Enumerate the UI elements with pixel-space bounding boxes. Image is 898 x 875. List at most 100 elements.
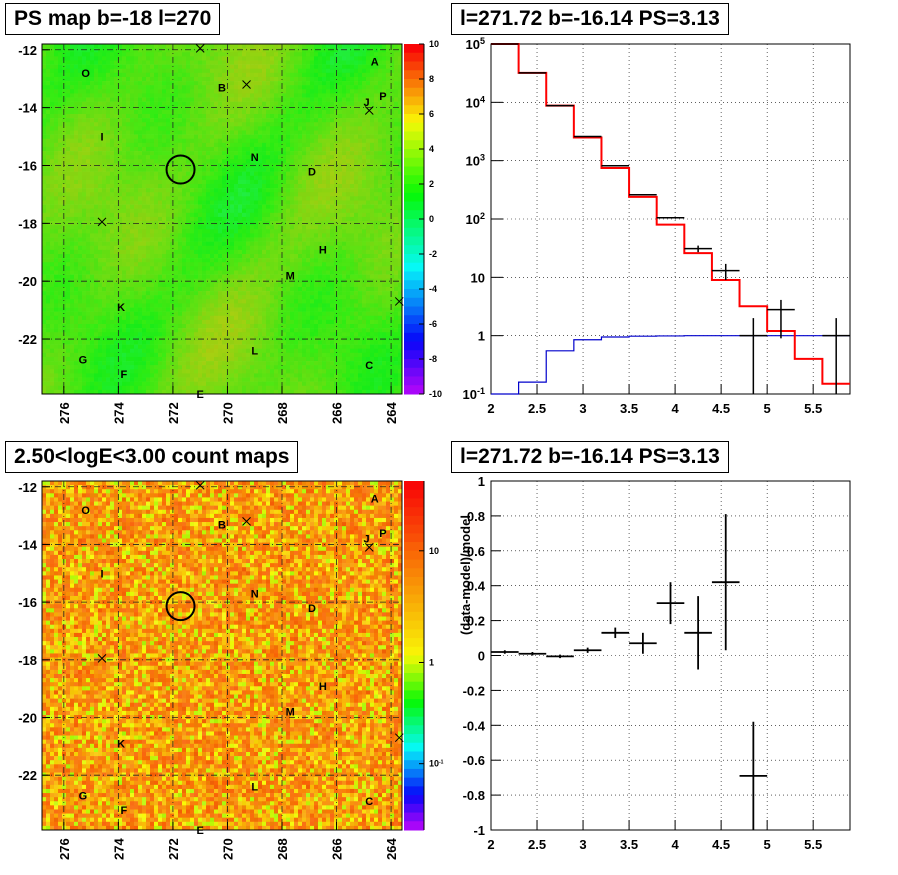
map-cell [302,89,307,94]
map-cell [118,60,123,65]
map-cell [342,60,347,65]
map-cell [318,192,323,197]
map-cell [162,229,167,234]
map-cell [338,163,343,168]
map-cell [146,212,151,218]
map-cell [398,258,403,263]
map-cell [310,52,315,57]
map-cell [306,146,311,152]
map-cell [78,105,83,111]
map-cell [210,237,215,242]
map-cell [86,122,91,127]
map-cell [222,76,227,82]
map-cell [170,81,175,86]
map-cell [234,204,239,210]
map-cell [386,56,391,61]
map-cell [278,130,283,135]
map-cell [126,56,131,61]
map-cell [390,262,395,267]
map-cell [42,254,47,259]
map-cell [214,270,219,275]
map-cell [118,237,123,242]
map-cell [322,81,327,86]
map-cell [286,241,291,247]
map-cell [182,68,187,74]
map-cell [366,225,371,230]
map-cell [262,142,267,148]
map-cell [226,241,231,247]
map-cell [282,60,287,65]
map-cell [302,151,307,156]
map-cell [246,68,251,74]
map-cell [66,134,71,140]
map-cell [58,81,63,86]
map-cell [98,101,103,107]
map-cell [90,216,95,222]
map-cell [90,254,95,259]
map-cell [398,216,403,222]
map-cell [398,159,403,164]
map-cell [242,262,247,267]
map-cell [246,114,251,119]
map-cell [346,163,351,168]
map-cell [310,237,315,242]
map-cell [202,204,207,210]
map-cell [322,245,327,251]
map-cell [222,196,227,201]
map-cell [270,229,275,234]
map-cell [354,179,359,185]
map-cell [358,200,363,205]
map-cell [46,44,51,49]
map-cell [370,126,375,131]
map-cell [110,134,115,140]
map-cell [270,192,275,197]
map-cell [382,171,387,177]
map-cell [346,81,351,86]
map-cell [194,81,199,86]
map-cell [258,266,263,271]
map-cell [42,122,47,127]
map-cell [398,146,403,152]
map-cell [326,208,331,214]
map-cell [86,142,91,148]
map-cell [294,175,299,181]
map-cell [162,212,167,218]
map-cell [322,138,327,144]
map-cell [66,216,71,222]
map-cell [270,208,275,214]
map-cell [98,179,103,185]
map-cell [370,258,375,263]
map-cell [158,68,163,74]
map-cell [334,245,339,251]
map-cell [118,130,123,135]
map-cell [218,97,223,102]
map-cell [202,229,207,234]
map-cell [290,56,295,61]
map-cell [170,262,175,267]
map-cell [114,118,119,123]
map-cell [246,146,251,152]
map-cell [90,155,95,160]
map-cell [270,237,275,242]
map-cell [318,64,323,70]
map-cell [210,233,215,238]
map-cell [282,249,287,255]
map-cell [358,109,363,115]
map-cell [378,93,383,98]
map-cell [258,126,263,131]
map-cell [398,221,403,226]
map-cell [366,155,371,160]
map-cell [58,64,63,70]
map-cell [50,184,55,189]
map-cell [394,266,399,271]
map-cell [398,89,403,94]
map-cell [362,138,367,144]
map-cell [378,60,383,65]
map-cell [182,151,187,156]
map-cell [310,155,315,160]
map-cell [182,188,187,193]
map-cell [178,85,183,90]
map-cell [190,249,195,255]
map-cell [142,151,147,156]
map-cell [302,212,307,218]
